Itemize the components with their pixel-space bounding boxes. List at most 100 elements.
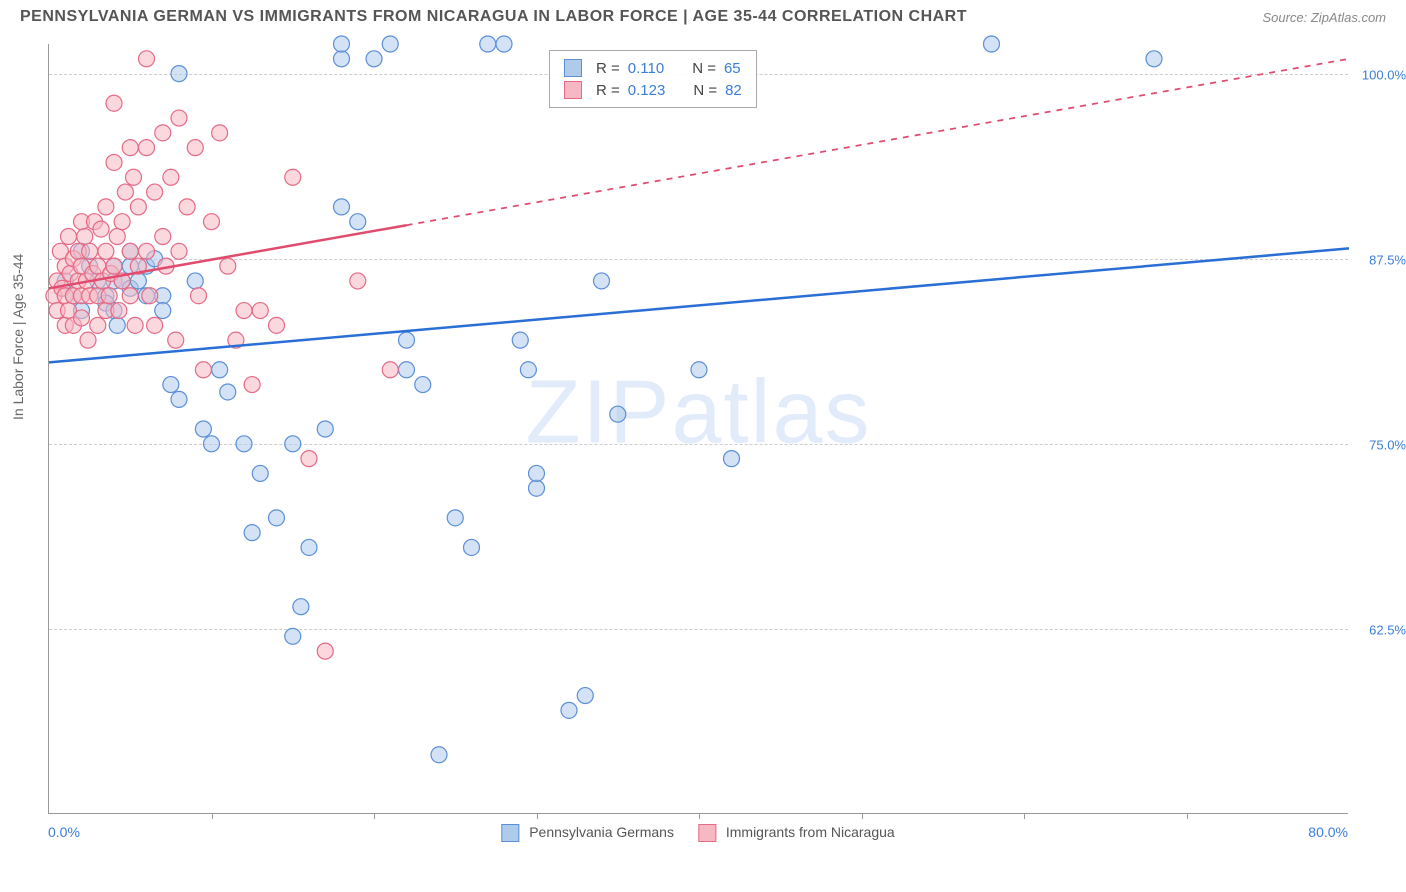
y-tick-label: 62.5% (1369, 622, 1406, 637)
r-label: R = (596, 60, 620, 77)
data-point (293, 599, 309, 615)
data-point (520, 362, 536, 378)
data-point (155, 303, 171, 319)
data-point (171, 391, 187, 407)
data-point (155, 229, 171, 245)
data-point (212, 362, 228, 378)
y-axis-label: In Labor Force | Age 35-44 (10, 254, 26, 420)
data-point (561, 702, 577, 718)
r-label: R = (596, 82, 620, 99)
x-axis-max-label: 80.0% (1308, 824, 1348, 840)
data-point (610, 406, 626, 422)
data-point (220, 258, 236, 274)
data-point (366, 51, 382, 67)
data-point (301, 539, 317, 555)
legend-swatch-0 (564, 59, 582, 77)
data-point (1146, 51, 1162, 67)
data-point (61, 229, 77, 245)
data-point (464, 539, 480, 555)
data-point (171, 110, 187, 126)
data-point (252, 303, 268, 319)
source-attribution: Source: ZipAtlas.com (1262, 10, 1386, 25)
data-point (269, 317, 285, 333)
legend-swatch-1-bottom (698, 824, 716, 842)
data-point (171, 66, 187, 82)
legend-item-0: Pennsylvania Germans (501, 824, 674, 842)
data-point (139, 51, 155, 67)
y-tick-label: 100.0% (1362, 67, 1406, 82)
data-point (114, 214, 130, 230)
data-point (285, 169, 301, 185)
data-point (317, 643, 333, 659)
data-point (529, 480, 545, 496)
data-point (415, 377, 431, 393)
series-legend: Pennsylvania Germans Immigrants from Nic… (501, 824, 894, 842)
data-point (139, 140, 155, 156)
data-point (204, 214, 220, 230)
data-point (195, 421, 211, 437)
r-value-1: 0.123 (628, 82, 666, 99)
data-point (139, 243, 155, 259)
data-point (126, 169, 142, 185)
data-point (106, 154, 122, 170)
legend-swatch-0-bottom (501, 824, 519, 842)
data-point (317, 421, 333, 437)
legend-row-series-1: R = 0.123 N = 82 (564, 79, 742, 101)
legend-row-series-0: R = 0.110 N = 65 (564, 57, 742, 79)
data-point (187, 140, 203, 156)
data-point (496, 36, 512, 52)
x-axis-labels: 0.0% Pennsylvania Germans Immigrants fro… (48, 824, 1348, 848)
data-point (301, 451, 317, 467)
data-point (334, 51, 350, 67)
data-point (236, 303, 252, 319)
data-point (195, 362, 211, 378)
data-point (350, 273, 366, 289)
data-point (171, 243, 187, 259)
x-axis-min-label: 0.0% (48, 824, 80, 840)
correlation-legend: R = 0.110 N = 65 R = 0.123 N = 82 (549, 50, 757, 108)
n-value-1: 82 (725, 82, 742, 99)
data-point (168, 332, 184, 348)
data-point (984, 36, 1000, 52)
data-point (382, 36, 398, 52)
chart-title: PENNSYLVANIA GERMAN VS IMMIGRANTS FROM N… (20, 8, 967, 26)
data-point (285, 436, 301, 452)
data-point (285, 628, 301, 644)
plot-svg (49, 44, 1348, 813)
data-point (399, 362, 415, 378)
data-point (334, 199, 350, 215)
data-point (220, 384, 236, 400)
data-point (334, 36, 350, 52)
data-point (447, 510, 463, 526)
data-point (109, 317, 125, 333)
data-point (82, 243, 98, 259)
data-point (111, 303, 127, 319)
legend-label-0: Pennsylvania Germans (529, 824, 674, 840)
r-value-0: 0.110 (628, 60, 664, 77)
data-point (122, 288, 138, 304)
data-point (724, 451, 740, 467)
data-point (577, 688, 593, 704)
data-point (163, 377, 179, 393)
data-point (80, 332, 96, 348)
data-point (109, 229, 125, 245)
data-point (512, 332, 528, 348)
data-point (431, 747, 447, 763)
scatter-chart: ZIPatlas 62.5%75.0%87.5%100.0% R = 0.110… (48, 44, 1348, 814)
data-point (122, 243, 138, 259)
y-tick-label: 87.5% (1369, 252, 1406, 267)
data-point (594, 273, 610, 289)
regression-line-dashed (407, 59, 1350, 225)
data-point (98, 199, 114, 215)
data-point (382, 362, 398, 378)
legend-item-1: Immigrants from Nicaragua (698, 824, 895, 842)
data-point (269, 510, 285, 526)
data-point (101, 288, 117, 304)
data-point (244, 525, 260, 541)
data-point (106, 258, 122, 274)
data-point (399, 332, 415, 348)
data-point (529, 465, 545, 481)
n-value-0: 65 (724, 60, 741, 77)
data-point (252, 465, 268, 481)
data-point (130, 273, 146, 289)
